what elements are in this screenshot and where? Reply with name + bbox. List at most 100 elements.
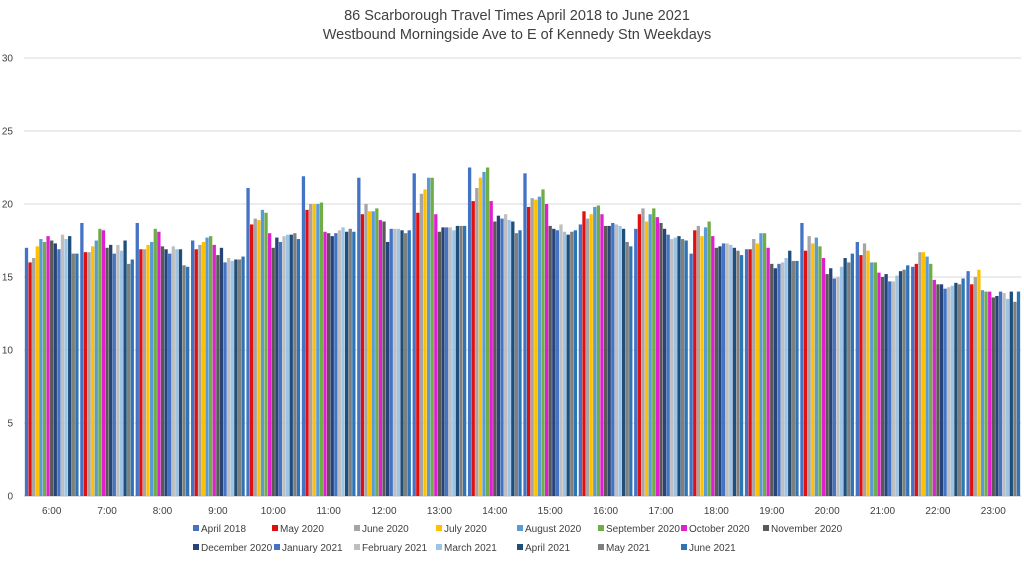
bar bbox=[693, 230, 697, 496]
bar bbox=[918, 252, 922, 496]
bar bbox=[954, 282, 958, 496]
bar bbox=[493, 221, 497, 496]
bar bbox=[566, 234, 570, 496]
bar bbox=[984, 291, 988, 496]
bar bbox=[641, 208, 645, 496]
chart-title: 86 Scarborough Travel Times April 2018 t… bbox=[344, 8, 690, 24]
x-tick-label: 18:00 bbox=[704, 506, 729, 517]
bar bbox=[471, 201, 475, 496]
bar bbox=[57, 249, 61, 496]
bar bbox=[791, 260, 795, 496]
legend-label: April 2018 bbox=[201, 524, 246, 535]
y-tick-label: 0 bbox=[7, 492, 13, 503]
bar bbox=[98, 228, 102, 496]
bar bbox=[625, 241, 629, 496]
bar bbox=[888, 281, 892, 496]
bar bbox=[998, 291, 1003, 496]
bar bbox=[814, 237, 818, 496]
bar bbox=[455, 225, 460, 496]
bar bbox=[629, 246, 633, 496]
bar bbox=[950, 285, 954, 496]
bar bbox=[293, 233, 297, 496]
bar bbox=[939, 284, 944, 496]
bar bbox=[648, 214, 652, 496]
bar bbox=[127, 263, 131, 496]
bar bbox=[807, 236, 811, 496]
bar bbox=[659, 222, 663, 497]
legend-swatch bbox=[517, 525, 523, 531]
legend-label: July 2020 bbox=[444, 524, 487, 535]
bar bbox=[489, 201, 493, 496]
bar bbox=[514, 233, 519, 496]
bar bbox=[434, 214, 438, 496]
bar bbox=[308, 204, 313, 496]
bar bbox=[762, 233, 767, 496]
bar bbox=[253, 218, 257, 496]
bar bbox=[744, 249, 749, 496]
bar bbox=[264, 212, 268, 496]
bar bbox=[334, 233, 338, 496]
bar bbox=[150, 241, 154, 496]
bar bbox=[282, 236, 286, 496]
x-tick-label: 10:00 bbox=[261, 506, 286, 517]
bar bbox=[157, 231, 161, 497]
bar bbox=[652, 208, 656, 496]
bar bbox=[689, 253, 693, 496]
bar bbox=[257, 220, 261, 496]
bar bbox=[518, 230, 522, 496]
bars bbox=[24, 167, 1021, 497]
bar bbox=[729, 244, 733, 496]
bar bbox=[419, 193, 424, 496]
bar bbox=[198, 244, 202, 496]
bar bbox=[250, 224, 254, 496]
bar bbox=[541, 189, 545, 496]
bar bbox=[171, 246, 175, 496]
bar bbox=[578, 224, 583, 496]
bar bbox=[316, 204, 320, 496]
legend-label: May 2020 bbox=[280, 524, 324, 535]
x-tick-label: 20:00 bbox=[815, 506, 840, 517]
legend-swatch bbox=[598, 544, 604, 550]
bar bbox=[241, 256, 245, 496]
bar bbox=[914, 263, 918, 496]
bar bbox=[360, 214, 365, 496]
legend-swatch bbox=[598, 525, 604, 531]
bar bbox=[721, 243, 726, 496]
bar bbox=[503, 214, 508, 496]
x-tick-label: 19:00 bbox=[759, 506, 784, 517]
bar bbox=[64, 239, 68, 497]
bar bbox=[1009, 291, 1013, 496]
legend-label: August 2020 bbox=[525, 524, 582, 535]
bar bbox=[423, 189, 427, 496]
chart-subtitle: Westbound Morningside Ave to E of Kenned… bbox=[323, 27, 712, 43]
bar bbox=[230, 260, 234, 496]
legend-swatch bbox=[436, 525, 442, 531]
y-tick-label: 20 bbox=[2, 200, 14, 211]
bar bbox=[943, 288, 947, 496]
bar bbox=[973, 277, 977, 496]
legend-swatch bbox=[274, 544, 280, 550]
bar bbox=[101, 230, 106, 496]
bar bbox=[666, 234, 670, 496]
bar bbox=[68, 236, 72, 496]
bar bbox=[947, 287, 951, 496]
legend-label: January 2021 bbox=[282, 543, 343, 554]
bar bbox=[925, 256, 929, 496]
gridlines bbox=[24, 57, 1021, 497]
bar bbox=[614, 224, 619, 496]
bar bbox=[452, 230, 456, 496]
bar bbox=[739, 255, 744, 496]
bar bbox=[895, 275, 899, 496]
bar bbox=[485, 167, 490, 496]
bar bbox=[523, 173, 527, 496]
bar bbox=[352, 231, 356, 497]
y-tick-label: 30 bbox=[2, 54, 14, 65]
bar bbox=[323, 231, 327, 497]
bar bbox=[444, 227, 449, 497]
bar bbox=[589, 214, 593, 496]
bar bbox=[42, 241, 47, 496]
bar bbox=[977, 269, 981, 496]
bar bbox=[911, 266, 915, 496]
bar bbox=[770, 263, 774, 496]
legend-swatch bbox=[193, 525, 199, 531]
